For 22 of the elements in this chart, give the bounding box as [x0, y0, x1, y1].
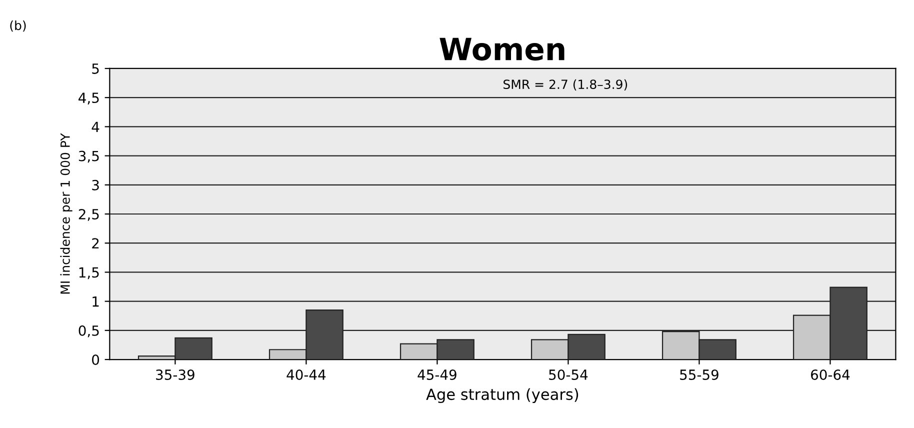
x-tick-label: 60-64 [811, 369, 850, 380]
y-tick-label: 4,5 [78, 92, 99, 104]
y-tick-label: 2,5 [78, 208, 99, 221]
x-tick-label: 50-54 [549, 369, 588, 380]
y-tick-label: 2 [92, 238, 99, 248]
annotation: SMR = 2.7 (1.8–3.9) [504, 79, 628, 90]
y-tick-label: 4 [92, 122, 100, 132]
y-tick-label: 1,5 [79, 267, 99, 280]
y-tick-label: 0 [92, 354, 100, 365]
x-tick-label: 55-59 [680, 369, 718, 380]
x-axis-title: Age stratum (years) [426, 388, 578, 404]
chart-title: Women [440, 38, 564, 61]
y-tick-label: 1 [92, 296, 99, 307]
y-tick-label: 0,5 [78, 325, 99, 338]
text: (b) [10, 20, 26, 32]
y-tick-label: 5 [92, 64, 99, 74]
x-tick-label: 40-44 [286, 369, 326, 380]
y-axis-title: MI incidence per 1 000 PY [60, 133, 72, 294]
y-tick-label: 3,5 [78, 150, 99, 163]
x-tick-label: 35-39 [156, 369, 194, 380]
y-tick-label: 3 [92, 180, 99, 190]
x-tick-label: 45-49 [418, 369, 456, 380]
